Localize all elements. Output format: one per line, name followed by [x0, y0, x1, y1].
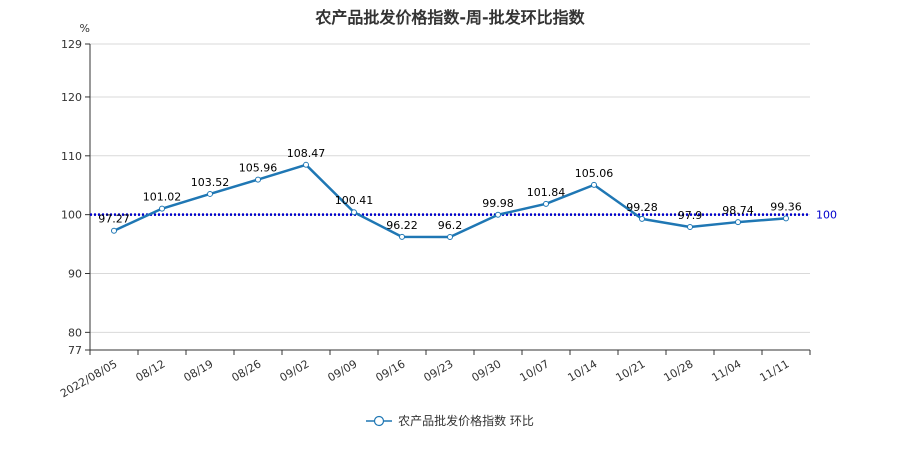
data-label: 105.06 — [575, 167, 614, 180]
data-label: 97.9 — [678, 209, 703, 222]
data-label: 96.22 — [386, 219, 418, 232]
data-label: 99.28 — [626, 201, 658, 214]
legend-label: 农产品批发价格指数 环比 — [398, 414, 534, 428]
data-label: 103.52 — [191, 176, 230, 189]
x-tick-label: 09/02 — [278, 357, 312, 384]
y-tick-label: 77 — [68, 344, 82, 357]
x-tick-label: 10/14 — [566, 357, 600, 384]
series-group — [111, 161, 789, 241]
data-point[interactable] — [255, 176, 261, 183]
chart-title: 农产品批发价格指数-周-批发环比指数 — [315, 8, 585, 27]
y-tick-label: 90 — [68, 268, 82, 281]
x-tick-label: 10/28 — [662, 357, 696, 384]
x-tick-label: 08/26 — [230, 357, 264, 384]
y-unit-label: % — [80, 22, 90, 35]
data-label: 100.41 — [335, 194, 374, 207]
data-label: 108.47 — [287, 147, 326, 160]
data-label: 96.2 — [438, 219, 463, 232]
y-tick-label: 129 — [61, 38, 82, 51]
data-point[interactable] — [159, 205, 165, 212]
data-point[interactable] — [591, 181, 597, 188]
legend-swatch-icon — [366, 415, 393, 426]
data-point[interactable] — [639, 215, 645, 222]
data-label: 105.96 — [239, 162, 278, 175]
x-tick-label: 09/16 — [374, 357, 408, 384]
data-point[interactable] — [303, 161, 309, 168]
y-tick-label: 80 — [68, 326, 82, 339]
y-tick-label: 100 — [61, 209, 82, 222]
legend[interactable]: 农产品批发价格指数 环比 — [0, 412, 900, 429]
data-point[interactable] — [207, 190, 213, 197]
reference-line-group: 100 — [90, 209, 837, 222]
data-point[interactable] — [447, 234, 453, 241]
data-label: 99.98 — [482, 197, 514, 210]
data-point[interactable] — [399, 233, 405, 240]
data-point[interactable] — [111, 227, 117, 234]
data-labels: 97.27 101.02 103.52 105.96 108.47 100.41 96.22… — [98, 147, 802, 232]
y-tick-label: 110 — [61, 150, 82, 163]
x-tick-label: 10/07 — [518, 357, 552, 384]
x-tick-label: 09/09 — [326, 357, 360, 384]
x-tick-label: 09/30 — [470, 357, 504, 384]
data-label: 101.02 — [143, 191, 182, 204]
data-point[interactable] — [351, 209, 357, 216]
data-point[interactable] — [495, 211, 501, 218]
data-point[interactable] — [687, 224, 693, 231]
x-tick-label: 08/19 — [182, 357, 216, 384]
x-tick-label: 09/23 — [422, 357, 456, 384]
x-tick-label: 10/21 — [614, 357, 648, 384]
data-label: 97.27 — [98, 213, 130, 226]
data-label: 99.36 — [770, 200, 802, 213]
x-tick-label: 11/11 — [758, 357, 792, 384]
y-tick-label: 120 — [61, 91, 82, 104]
x-tick-label: 11/04 — [710, 357, 744, 384]
x-tick-label: 08/12 — [134, 357, 168, 384]
data-point[interactable] — [543, 200, 549, 207]
data-point[interactable] — [735, 219, 741, 226]
reference-line-label: 100 — [816, 209, 837, 222]
data-label: 98.74 — [722, 204, 754, 217]
data-point[interactable] — [783, 215, 789, 222]
data-label: 101.84 — [527, 186, 566, 199]
x-tick-label: 2022/08/05 — [58, 357, 119, 400]
